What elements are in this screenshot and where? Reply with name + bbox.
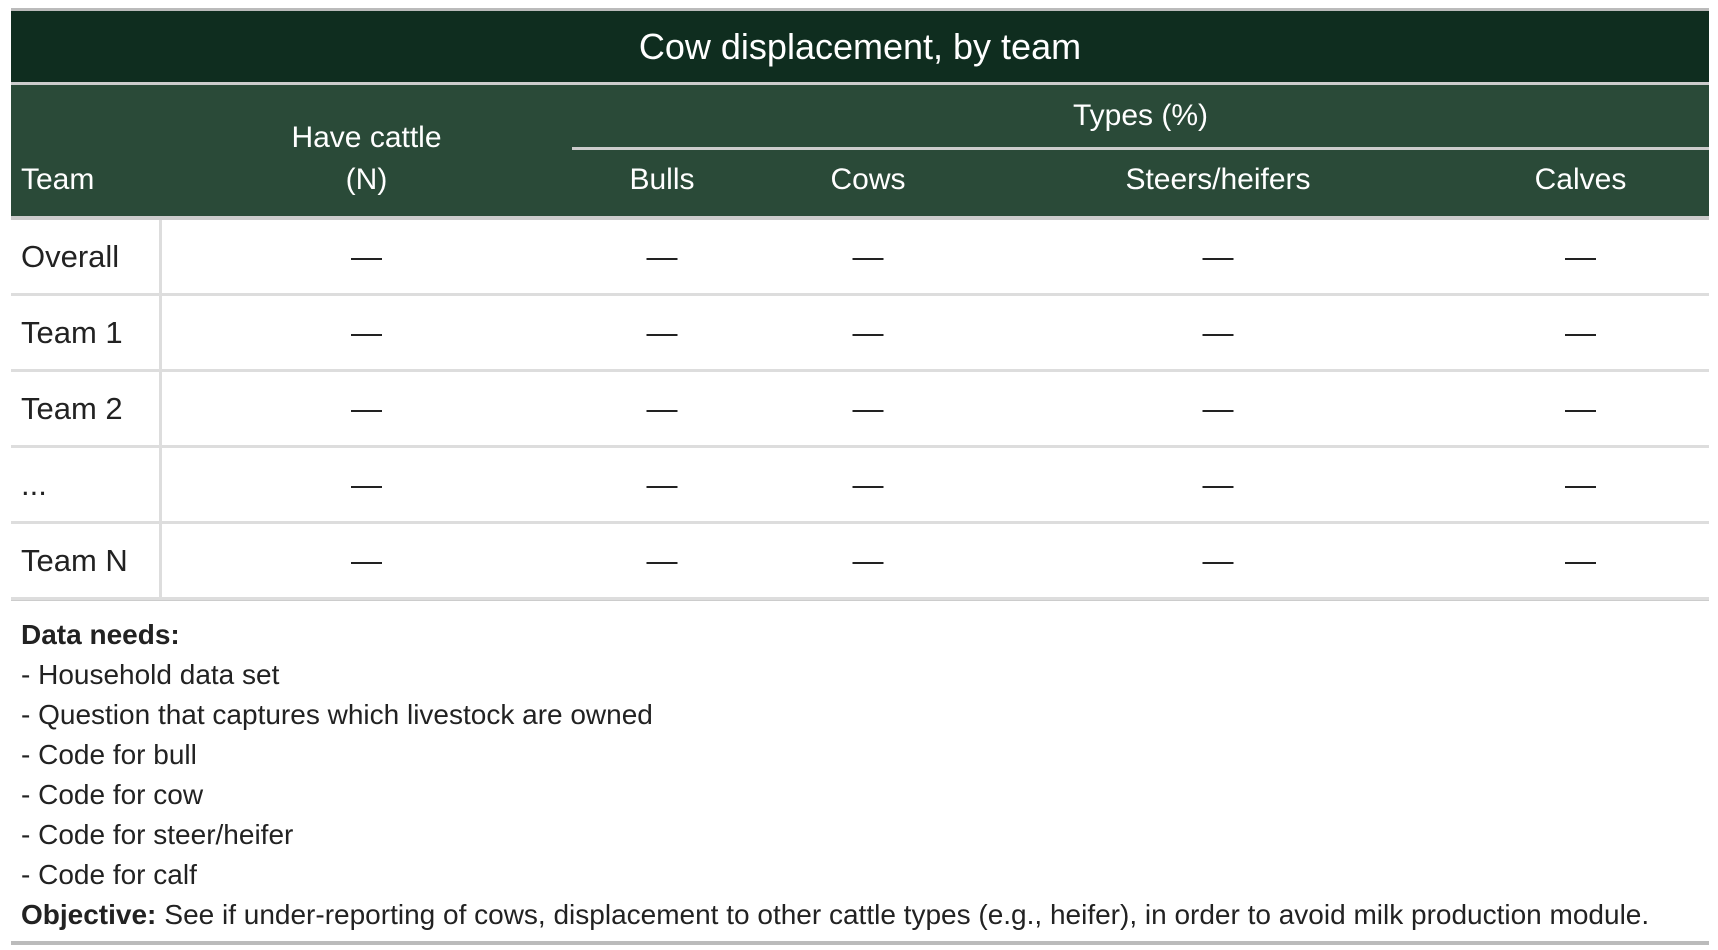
cell: — [852,315,884,350]
header-cell: Steers/heifers [1125,163,1311,196]
cell: — [1202,391,1234,426]
cell: — [1565,467,1596,502]
cell: — [351,391,382,426]
top-rule [11,8,1709,11]
cell: — [1202,239,1234,274]
note-item: - Question that captures which livestock… [21,699,653,730]
header-cell: Team [21,163,95,196]
row-label: Team 2 [21,391,123,426]
cell: — [852,543,884,578]
column-separator [159,448,162,521]
cell: — [1565,239,1596,274]
row-label: Overall [21,239,120,274]
column-separator [159,372,162,445]
cell: — [351,543,382,578]
cell: — [646,239,678,274]
cell: — [852,467,884,502]
cell: — [1202,467,1234,502]
header: Team Have cattle (N) Types (%) Bulls Cows Stee… [11,85,1709,220]
column-separator [159,296,162,369]
cell: — [1202,543,1234,578]
header-group: Types (%) [1072,99,1209,132]
note-item: - Code for bull [21,739,197,770]
table-row: ... — — — — — [11,448,1709,524]
column-separator [159,524,162,597]
cell: — [646,315,678,350]
cell: — [351,315,382,350]
row-label: Team 1 [21,315,123,350]
header-cell: Bulls [629,163,695,196]
cell: — [852,391,884,426]
column-separator [159,220,162,293]
note-item: - Code for steer/heifer [21,819,294,850]
notes: Data needs: - Household data set - Questio… [11,600,1709,945]
table-row: Team 2 — — — — — [11,372,1709,448]
table-row: Team 1 — — — — — [11,296,1709,372]
table-page: Cow displacement, by team Team Have cattl… [11,8,1709,945]
objective-label: Objective: [21,899,157,930]
cell: — [1565,315,1596,350]
note-item: - Code for calf [21,859,197,890]
table-body: Overall — — — — — Team 1 — — — — — Team 2 — — — — —... — — —… [11,220,1709,600]
cell: — [646,391,678,426]
note-line: Data needs: [21,615,1699,655]
cell: — [351,467,382,502]
cell: — [1565,543,1596,578]
objective-line: Objective: See if under-reporting of cows… [21,895,1699,935]
note-item: - Household data set [21,659,280,690]
table-title: Cow displacement, by team [11,11,1709,85]
header-cell: Cows [830,163,906,196]
row-label: ... [21,467,47,502]
cell: — [1565,391,1596,426]
table-row: Overall — — — — — [11,220,1709,296]
cell: — [1202,315,1234,350]
cell: — [646,467,678,502]
header-cell: (N) [345,163,388,196]
note-item: - Code for cow [21,779,204,810]
objective-text: See if under-reporting of cows, displace… [164,899,1650,930]
row-label: Team N [21,543,128,578]
header-cell: Calves [1534,163,1627,196]
cell: — [646,543,678,578]
header-cell: Have cattle [291,121,442,154]
cell: — [852,239,884,274]
group-rule [572,147,1709,150]
table-row: Team N — — — — — [11,524,1709,600]
notes-label: Data needs: [21,619,180,650]
cell: — [351,239,382,274]
